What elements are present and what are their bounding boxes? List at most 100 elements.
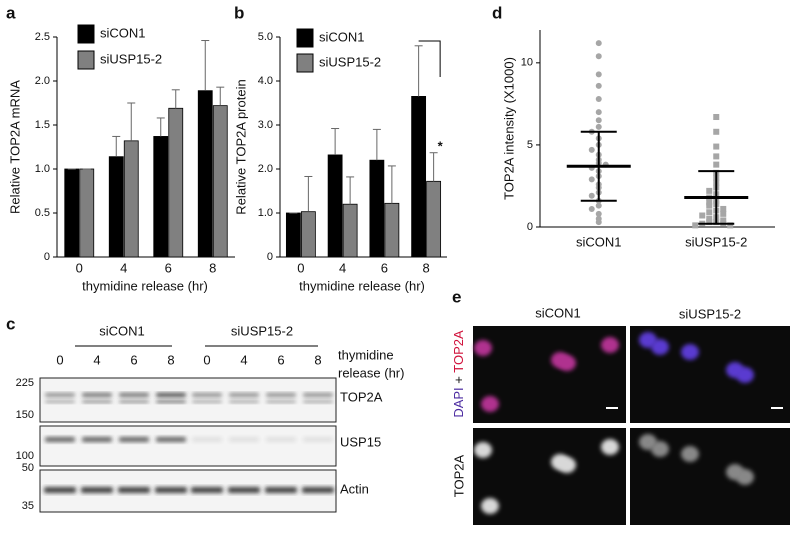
band: [228, 487, 260, 493]
y-tick-label: 0: [267, 251, 273, 263]
y-tick-label: 4.0: [258, 75, 273, 87]
nucleus: [474, 340, 492, 356]
bar: [168, 107, 184, 258]
band: [45, 393, 75, 397]
y-axis-title: Relative TOP2A protein: [233, 79, 248, 214]
point: [595, 210, 602, 217]
panel-label: d: [492, 3, 502, 22]
bar: [384, 202, 400, 258]
error-bar: [216, 86, 225, 106]
stain-top2a: TOP2A: [451, 330, 466, 373]
sd-bar: [580, 130, 617, 202]
point: [713, 114, 720, 121]
band: [191, 487, 223, 493]
point: [713, 153, 720, 160]
sd-bar: [698, 170, 735, 225]
band: [229, 437, 259, 442]
stain-dapi: DAPI: [451, 387, 466, 417]
band: [192, 400, 222, 403]
point: [595, 123, 602, 130]
nucleus: [681, 446, 699, 462]
band: [118, 487, 150, 493]
error-bar: [429, 152, 438, 182]
bar: [212, 105, 228, 258]
y-tick-label: 1.0: [258, 207, 273, 219]
error-bar: [127, 102, 136, 141]
error-bar: [156, 117, 165, 137]
band: [266, 393, 296, 397]
band: [155, 487, 187, 493]
x-tick-label: 4: [339, 260, 346, 275]
point: [720, 210, 727, 217]
mw-label: 225: [16, 377, 34, 389]
point: [692, 222, 699, 229]
point: [588, 146, 595, 153]
band: [82, 393, 112, 397]
nucleus: [681, 344, 699, 360]
legend-swatch: [296, 53, 314, 73]
point: [727, 222, 734, 229]
nucleus: [651, 339, 669, 355]
x-tick-label: 0: [76, 260, 83, 275]
error-bar: [304, 175, 313, 212]
band: [302, 487, 334, 493]
x-tick-label: 0: [297, 260, 304, 275]
y-tick-label: 2.5: [35, 31, 50, 43]
error-bar: [387, 165, 396, 204]
band: [119, 437, 149, 442]
nucleus: [601, 439, 619, 455]
bar: [327, 154, 343, 258]
nucleus: [481, 396, 499, 412]
bar: [153, 136, 169, 258]
error-bar: [346, 176, 355, 205]
bar: [108, 156, 124, 258]
panel-label: e: [452, 287, 461, 306]
lane-label: 8: [314, 352, 321, 367]
mw-label: 50: [22, 462, 34, 474]
point: [706, 209, 713, 216]
x-tick-label: 4: [120, 260, 127, 275]
column-label: siUSP15-2: [679, 306, 741, 321]
point: [706, 187, 713, 194]
bar: [342, 203, 358, 258]
mw-label: 35: [22, 500, 34, 512]
row-label: TOP2A: [451, 454, 466, 497]
band: [45, 437, 75, 442]
point: [720, 205, 727, 212]
blot-label: USP15: [340, 434, 381, 449]
legend-label: siCON1: [319, 29, 365, 44]
point: [713, 161, 720, 168]
lane-label: 4: [240, 352, 247, 367]
band: [265, 487, 297, 493]
lane-label: 0: [203, 352, 210, 367]
x-axis-title: thymidine release (hr): [82, 278, 208, 293]
y-axis-title: TOP2A intensity (X1000): [501, 57, 516, 200]
group-label: siUSP15-2: [231, 323, 293, 338]
band: [82, 400, 112, 403]
y-tick-label: 0: [44, 251, 50, 263]
x-tick-label: 6: [165, 260, 172, 275]
error-bar: [331, 128, 340, 155]
band: [44, 487, 76, 493]
panel-label: b: [234, 3, 244, 22]
point: [720, 217, 727, 224]
band: [156, 437, 186, 442]
band: [192, 393, 222, 397]
band: [266, 400, 296, 403]
bar: [369, 159, 385, 258]
point: [588, 192, 595, 199]
point: [706, 215, 713, 222]
nucleus: [736, 367, 754, 383]
band: [81, 487, 113, 493]
point: [588, 205, 595, 212]
y-tick-label: 5.0: [258, 31, 273, 43]
point: [595, 95, 602, 102]
legend-swatch: [77, 24, 95, 44]
band: [192, 437, 222, 442]
error-bar: [201, 40, 210, 91]
point: [706, 219, 713, 226]
bar: [64, 168, 80, 258]
x-tick-label: siCON1: [576, 234, 622, 249]
column-label: siCON1: [535, 305, 581, 320]
